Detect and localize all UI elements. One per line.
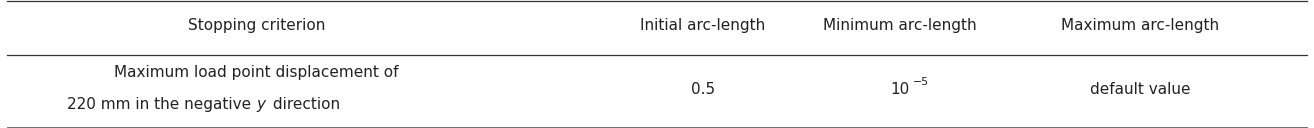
Text: Maximum arc-length: Maximum arc-length — [1062, 18, 1219, 33]
Text: y: y — [256, 97, 265, 113]
Text: −5: −5 — [912, 77, 929, 87]
Text: Minimum arc-length: Minimum arc-length — [824, 18, 976, 33]
Text: 0.5: 0.5 — [691, 82, 715, 97]
Text: 220 mm in the negative: 220 mm in the negative — [67, 97, 256, 113]
Text: Stopping criterion: Stopping criterion — [188, 18, 325, 33]
Text: default value: default value — [1091, 82, 1190, 97]
Text: 10: 10 — [891, 82, 909, 97]
Text: Initial arc-length: Initial arc-length — [640, 18, 766, 33]
Text: Maximum load point displacement of: Maximum load point displacement of — [114, 65, 398, 81]
Text: direction: direction — [268, 97, 340, 113]
